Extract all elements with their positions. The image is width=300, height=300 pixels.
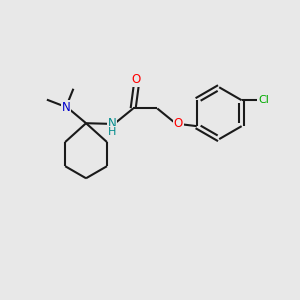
Text: O: O xyxy=(131,74,141,86)
Text: O: O xyxy=(174,117,183,130)
Text: Cl: Cl xyxy=(258,95,269,105)
Text: H: H xyxy=(108,127,117,137)
Text: N: N xyxy=(108,117,116,130)
Text: N: N xyxy=(61,100,70,113)
